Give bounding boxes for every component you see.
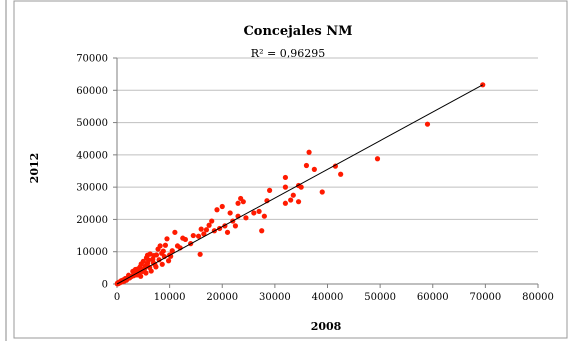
data-point: [195, 233, 202, 239]
chart-title: Concejales NM: [243, 24, 352, 39]
data-point: [232, 223, 239, 229]
data-point: [306, 149, 312, 155]
y-axis-label: 2012: [28, 153, 41, 184]
data-point: [164, 236, 170, 242]
chart-frame: [13, 0, 568, 339]
data-point: [155, 246, 161, 252]
axes: [113, 57, 539, 288]
data-point: [224, 229, 231, 235]
data-point: [132, 266, 139, 273]
y-tick-label: 40000: [76, 150, 108, 161]
data-point: [256, 208, 262, 214]
data-point: [180, 235, 186, 241]
data-point: [243, 215, 249, 221]
data-point: [238, 195, 244, 202]
data-point: [165, 258, 172, 264]
y-tick-label: 10000: [76, 247, 108, 258]
data-point: [282, 174, 288, 181]
data-point: [190, 232, 196, 239]
data-point: [251, 210, 257, 216]
x-tick-label: 40000: [312, 292, 344, 303]
data-point: [156, 257, 162, 263]
data-point: [144, 252, 151, 258]
data-point: [203, 227, 210, 233]
data-point: [159, 250, 165, 256]
gridlines: [117, 57, 538, 253]
data-point: [143, 270, 149, 276]
data-point: [282, 200, 288, 206]
data-point: [288, 197, 294, 203]
data-point: [201, 231, 207, 237]
data-point: [174, 243, 181, 249]
y-tick-label: 50000: [76, 118, 108, 129]
y-tick-label: 20000: [76, 215, 108, 226]
data-point: [282, 184, 288, 190]
y-tick-label: 0: [102, 280, 108, 291]
data-point: [374, 156, 381, 162]
x-tick-label: 20000: [206, 292, 238, 303]
trendline: [116, 84, 483, 285]
x-tick-label: 50000: [364, 292, 396, 303]
trendline-group: [116, 84, 483, 285]
x-tick-label: 30000: [259, 292, 291, 303]
y-tick-label: 70000: [76, 54, 108, 65]
data-point: [206, 222, 212, 228]
data-point: [197, 251, 203, 257]
data-point: [153, 264, 159, 270]
data-point: [219, 203, 225, 210]
data-point: [290, 192, 296, 198]
data-point: [259, 228, 265, 234]
y-tick-label: 30000: [76, 183, 108, 194]
data-point: [172, 229, 178, 235]
data-point: [214, 207, 220, 213]
data-point: [147, 264, 153, 271]
data-point: [303, 162, 310, 169]
r-squared-annotation: R² = 0,96295: [251, 47, 325, 60]
data-point: [138, 273, 144, 279]
data-point: [267, 187, 273, 193]
x-tick-labels: 0 10000 20000 30000 40000 50000 60000 70000 8000…: [114, 292, 554, 303]
x-tick-label: 60000: [417, 292, 449, 303]
data-point: [159, 261, 165, 267]
data-point: [209, 218, 215, 224]
data-point: [198, 226, 204, 232]
x-tick-label: 0: [114, 292, 120, 303]
y-tick-label: 60000: [76, 86, 108, 97]
data-point: [424, 121, 431, 127]
data-point: [311, 166, 317, 172]
data-point: [295, 199, 302, 205]
x-tick-label: 80000: [522, 292, 554, 303]
data-point: [227, 210, 233, 216]
x-tick-label: 70000: [469, 292, 501, 303]
x-tick-label: 10000: [154, 292, 186, 303]
y-tick-labels: 0 10000 20000 30000 40000 50000 60000 70000: [76, 54, 108, 291]
data-point: [261, 213, 267, 219]
data-point: [169, 248, 175, 254]
data-point: [319, 189, 325, 195]
data-point: [162, 242, 169, 248]
data-point: [235, 200, 241, 206]
x-axis-label: 2008: [311, 320, 342, 333]
data-point: [338, 171, 344, 177]
